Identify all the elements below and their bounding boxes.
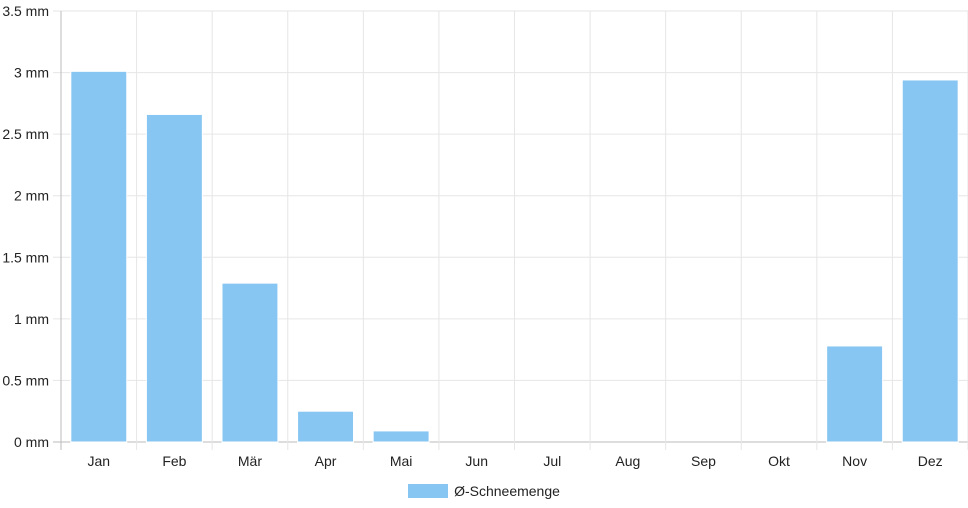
y-tick-label: 0.5 mm (2, 372, 49, 388)
x-tick-label: Sep (691, 453, 716, 469)
x-tick-label: Jan (88, 453, 111, 469)
x-tick-label: Mär (238, 453, 262, 469)
x-tick-label: Jul (543, 453, 561, 469)
y-tick-label: 3 mm (14, 65, 49, 81)
x-tick-label: Nov (842, 453, 867, 469)
x-tick-label: Feb (162, 453, 186, 469)
y-tick-label: 2 mm (14, 188, 49, 204)
legend-label: Ø-Schneemenge (454, 483, 560, 499)
x-tick-label: Aug (615, 453, 640, 469)
bar-Jan (70, 70, 128, 443)
y-tick-label: 1.5 mm (2, 249, 49, 265)
y-tick-label: 0 mm (14, 434, 49, 450)
x-tick-label: Okt (768, 453, 790, 469)
bar-Dez (901, 79, 959, 443)
chart-legend[interactable]: Ø-Schneemenge (0, 480, 968, 502)
x-tick-label: Dez (918, 453, 943, 469)
y-tick-label: 2.5 mm (2, 126, 49, 142)
bar-Nov (826, 345, 884, 443)
x-tick-label: Mai (390, 453, 413, 469)
x-tick-label: Jun (465, 453, 488, 469)
bar-Feb (145, 113, 203, 443)
bar-Mai (372, 430, 430, 443)
y-tick-label: 3.5 mm (2, 3, 49, 19)
bar-Mär (221, 282, 279, 443)
x-tick-label: Apr (315, 453, 337, 469)
bar-Apr (297, 410, 355, 443)
legend-swatch (408, 484, 449, 498)
y-tick-label: 1 mm (14, 311, 49, 327)
snow-chart: 0 mm 0.5 mm 1 mm 1.5 mm 2 mm 2.5 mm 3 mm 3.5 mm… (2, 3, 968, 469)
